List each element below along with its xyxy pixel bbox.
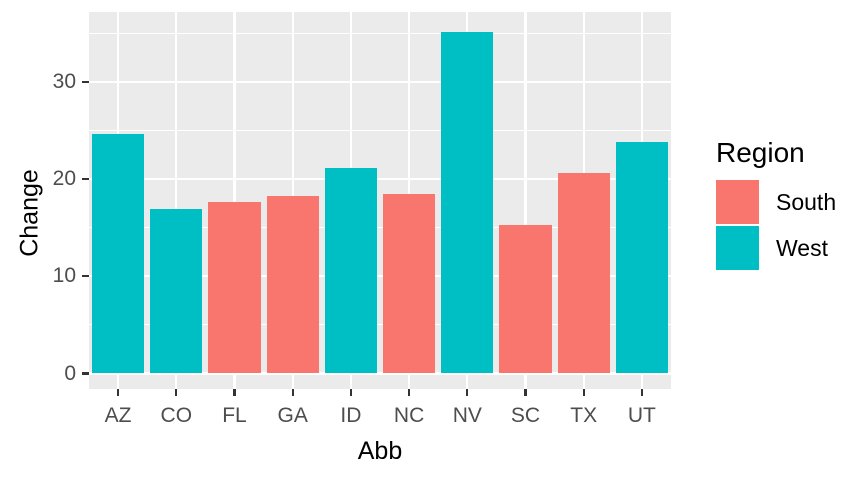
legend-title: Region [716, 137, 805, 168]
x-tick-label: NV [452, 404, 482, 427]
y-tick-label: 20 [52, 167, 76, 191]
bar-SC [499, 224, 552, 374]
x-tick-label: UT [627, 404, 656, 427]
bar-NV [441, 32, 494, 374]
x-tick-label: TX [570, 404, 598, 427]
legend: Region South West [716, 139, 864, 272]
x-tick-label: ID [340, 404, 362, 427]
v-gridline [524, 12, 527, 389]
bar-FL [208, 202, 261, 374]
bar-AZ [91, 134, 145, 374]
v-gridline [175, 12, 178, 389]
x-axis-title: Abb [357, 437, 403, 465]
legend-entry-west: West [716, 226, 864, 270]
y-tick-mark [82, 372, 89, 375]
h-major-gridline [89, 178, 671, 181]
y-tick-mark [82, 275, 89, 278]
x-tick-label: NC [393, 404, 425, 427]
y-tick-mark [82, 80, 89, 83]
x-tick-mark [233, 389, 236, 396]
legend-label-south: South [776, 188, 837, 215]
x-tick-mark [466, 389, 469, 396]
x-tick-label: CO [160, 404, 193, 427]
legend-swatch-west [716, 226, 759, 270]
bar-GA [266, 195, 319, 374]
h-minor-gridline [89, 129, 671, 131]
bar-UT [615, 142, 669, 374]
bar-ID [324, 168, 378, 374]
h-major-gridline [89, 80, 671, 83]
x-tick-mark [175, 389, 178, 396]
x-tick-label: AZ [104, 404, 132, 427]
h-major-gridline [89, 372, 671, 375]
legend-label-west: West [776, 234, 828, 261]
x-tick-mark [524, 389, 527, 396]
h-major-gridline [89, 275, 671, 278]
legend-swatch-south [716, 180, 759, 224]
x-tick-mark [349, 389, 352, 396]
y-tick-mark [82, 178, 89, 181]
x-tick-mark [640, 389, 643, 396]
v-gridline [233, 12, 236, 389]
y-tick-label: 10 [52, 264, 76, 288]
bar-NC [382, 193, 436, 374]
y-tick-label: 30 [52, 69, 76, 93]
x-tick-label: SC [510, 404, 541, 427]
x-tick-label: GA [277, 404, 308, 427]
h-minor-gridline [89, 324, 671, 326]
h-minor-gridline [89, 227, 671, 229]
y-axis-title: Change [15, 168, 44, 257]
y-tick-label: 0 [64, 361, 76, 385]
bar-TX [557, 173, 610, 374]
x-tick-mark [291, 389, 294, 396]
x-tick-mark [408, 389, 411, 396]
x-tick-mark [117, 389, 120, 396]
bar-CO [150, 209, 203, 374]
h-minor-gridline [89, 32, 671, 34]
plot-panel [89, 12, 671, 389]
x-tick-mark [582, 389, 585, 396]
legend-entry-south: South [716, 180, 864, 224]
x-tick-label: FL [222, 404, 247, 427]
